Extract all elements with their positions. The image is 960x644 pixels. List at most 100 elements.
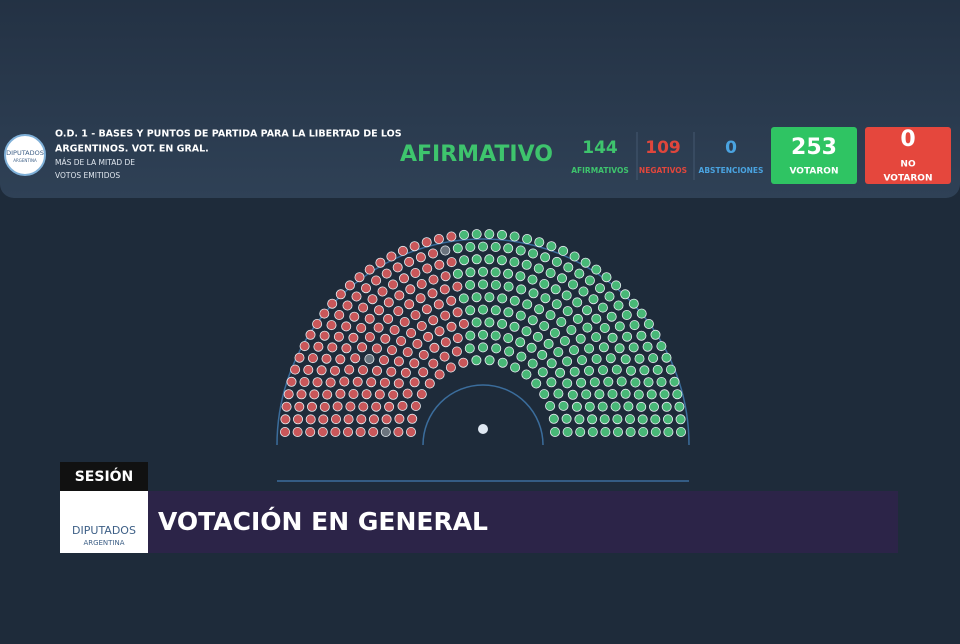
seat	[452, 243, 463, 254]
seat	[415, 293, 426, 304]
seat	[633, 389, 644, 400]
seat	[521, 369, 532, 380]
seat	[539, 278, 550, 289]
seat	[496, 255, 507, 266]
seat	[471, 355, 482, 366]
seat	[309, 389, 320, 400]
votaron-label: VOTARON	[790, 167, 839, 177]
seat	[393, 378, 404, 389]
seat	[521, 259, 532, 270]
seat	[591, 313, 602, 324]
seat	[584, 275, 595, 286]
seat	[319, 308, 330, 319]
logo-text: DIPUTADOS	[6, 149, 44, 157]
seat	[527, 315, 538, 326]
majority-rule: MÁS DE LA MITAD DE	[55, 158, 135, 167]
seat	[548, 413, 559, 424]
seat	[386, 366, 397, 377]
seat	[604, 291, 615, 302]
seat	[465, 279, 476, 290]
seat	[611, 364, 622, 375]
seat	[352, 376, 363, 387]
seat	[409, 377, 420, 388]
seat	[611, 280, 622, 291]
seat	[582, 322, 593, 333]
seat	[416, 389, 427, 400]
seat	[599, 414, 610, 425]
seat	[595, 283, 606, 294]
seat	[545, 267, 556, 278]
seat	[360, 283, 371, 294]
seat	[364, 353, 375, 364]
section-label: SESIÓN	[75, 467, 134, 485]
seat	[458, 293, 469, 304]
seat	[358, 401, 369, 412]
seat	[464, 343, 475, 354]
seat	[629, 320, 640, 331]
seat	[558, 400, 569, 411]
seat	[497, 293, 508, 304]
banner-logo-box	[60, 491, 148, 553]
seat	[459, 255, 470, 266]
header-panel	[0, 0, 960, 198]
seat	[628, 342, 639, 353]
seat	[433, 233, 444, 244]
seat	[598, 342, 609, 353]
seat	[335, 289, 346, 300]
seat	[421, 304, 432, 315]
seat	[537, 367, 548, 378]
seat	[503, 243, 514, 254]
seat	[349, 311, 360, 322]
seat	[587, 426, 598, 437]
seat	[534, 304, 545, 315]
majority-rule: VOTOS EMITIDOS	[55, 171, 120, 180]
seat	[306, 401, 317, 412]
seat	[378, 355, 389, 366]
seat	[458, 229, 469, 240]
seat	[348, 388, 359, 399]
seat	[383, 313, 394, 324]
seat	[458, 318, 469, 329]
seat	[566, 324, 577, 335]
seat	[626, 365, 637, 376]
seat	[334, 309, 345, 320]
seat	[561, 290, 572, 301]
seat	[490, 241, 501, 252]
seat	[416, 278, 427, 289]
seat	[326, 320, 337, 331]
seat	[325, 377, 336, 388]
seat	[440, 310, 451, 321]
seat	[621, 309, 632, 320]
seat	[398, 273, 409, 284]
seat	[322, 389, 333, 400]
seat	[393, 426, 404, 437]
seat	[452, 268, 463, 279]
seat	[549, 327, 560, 338]
seat	[477, 329, 488, 340]
seat	[642, 341, 653, 352]
seat	[515, 271, 526, 282]
seat	[290, 364, 301, 375]
seat	[504, 346, 515, 357]
seat	[591, 353, 602, 364]
seat	[550, 284, 561, 295]
seat	[446, 321, 457, 332]
count-value: 0	[725, 138, 737, 158]
seat	[490, 305, 501, 316]
seat	[294, 401, 305, 412]
seat	[366, 377, 377, 388]
seat	[427, 288, 438, 299]
seat	[610, 401, 621, 412]
seat	[605, 353, 616, 364]
seat	[410, 400, 421, 411]
seat	[471, 317, 482, 328]
seat	[588, 294, 599, 305]
seat	[355, 426, 366, 437]
seat	[515, 245, 526, 256]
seat	[594, 389, 605, 400]
seat	[339, 376, 350, 387]
seat	[521, 326, 532, 337]
seat	[418, 367, 429, 378]
seat	[421, 237, 432, 248]
seat	[567, 389, 578, 400]
